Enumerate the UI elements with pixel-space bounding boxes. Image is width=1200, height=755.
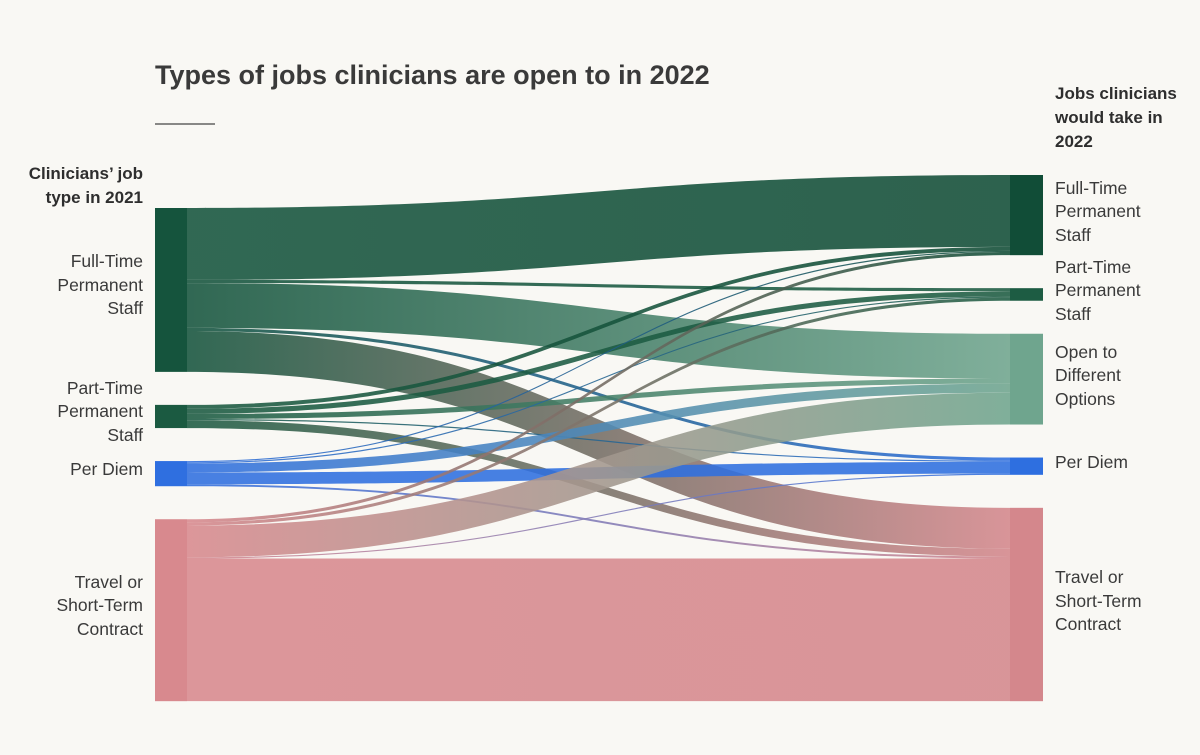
link (187, 378, 1010, 420)
link (187, 250, 1010, 463)
target-label: Per Diem (1055, 452, 1128, 473)
link (187, 419, 1010, 462)
source-label: Per Diem (70, 458, 143, 479)
target-node (1010, 507, 1043, 702)
link (187, 297, 1010, 526)
target-label: Full-Time Permanent Staff (1055, 177, 1141, 245)
target-node (1010, 333, 1043, 425)
link (187, 252, 1010, 523)
source-label: Travel or Short-Term Contract (56, 571, 143, 639)
link (187, 558, 1010, 702)
source-node (155, 404, 187, 429)
links (187, 175, 1010, 702)
chart-title: Types of jobs clinicians are open to in … (155, 60, 710, 90)
link (187, 392, 1010, 558)
source-node (155, 519, 187, 702)
target-label: Open to Different Options (1055, 341, 1121, 409)
link (187, 291, 1010, 414)
target-node (1010, 457, 1043, 475)
source-label: Full-Time Permanent Staff (57, 251, 143, 319)
target-node (1010, 288, 1043, 301)
link (187, 473, 1010, 559)
link (187, 279, 1010, 292)
target-label: Travel or Short-Term Contract (1055, 567, 1142, 634)
target-node (1010, 175, 1043, 256)
link (187, 484, 1010, 559)
link (187, 175, 1010, 280)
source-label: Part-Time Permanent Staff (57, 377, 143, 445)
link (187, 327, 1010, 461)
link (187, 246, 1010, 409)
target-label: Part-Time Permanent Staff (1055, 256, 1141, 324)
link (187, 283, 1010, 379)
link (187, 383, 1010, 473)
source-node (155, 208, 187, 372)
link (187, 296, 1010, 464)
target-header: Jobs clinicians would take in 2022 (1055, 84, 1177, 151)
source-node (155, 461, 187, 487)
source-header: Clinicians’ job type in 2021 (28, 164, 143, 207)
